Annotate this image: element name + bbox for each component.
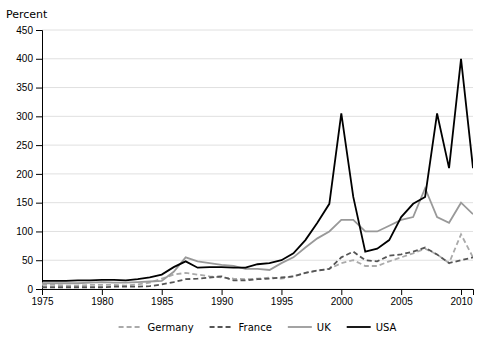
tick: 1980 — [91, 289, 114, 307]
tick-label: 200 — [16, 169, 33, 180]
tick: 1995 — [271, 289, 294, 307]
tick: 2000 — [331, 289, 354, 307]
tick-mark — [461, 289, 462, 295]
plot-area: 1975 1980 1985 1990 1995 2000 2005 2010 0 50 100 15… — [16, 25, 473, 307]
legend: Germany France UK USA — [119, 322, 397, 333]
grid-line — [42, 58, 473, 59]
tick-label: 1990 — [211, 296, 234, 307]
grid-line — [42, 30, 473, 31]
legend-label: Germany — [148, 322, 194, 333]
tick-label: 1995 — [271, 296, 294, 307]
legend-item: UK — [288, 322, 331, 333]
tick-label: 350 — [16, 82, 33, 93]
tick-label: 250 — [16, 140, 33, 151]
series-line — [42, 188, 473, 283]
tick-mark — [36, 231, 42, 232]
legend-swatch — [210, 326, 234, 328]
series-line — [42, 59, 473, 281]
tick: 2010 — [450, 289, 473, 307]
legend-item: France — [210, 322, 272, 333]
tick-mark — [36, 116, 42, 117]
tick: 450 — [16, 25, 42, 36]
axis-line — [36, 31, 43, 290]
tick-mark — [222, 289, 223, 295]
chart: 1975 1980 1985 1990 1995 2000 2005 2010 0 50 100 15… — [0, 0, 491, 347]
tick: 300 — [16, 111, 42, 122]
tick: 1990 — [211, 289, 234, 307]
grid-line — [42, 231, 473, 232]
tick-label: 150 — [16, 197, 33, 208]
tick: 100 — [16, 226, 42, 237]
y-axis-label: Percent — [6, 8, 48, 21]
tick-mark — [36, 260, 42, 261]
tick-label: 2005 — [391, 296, 414, 307]
lines — [42, 59, 473, 287]
tick-mark — [36, 88, 42, 89]
series-line — [42, 234, 473, 285]
legend-swatch — [119, 326, 143, 328]
tick: 50 — [22, 255, 42, 266]
tick: 2005 — [391, 289, 414, 307]
legend-label: USA — [376, 322, 397, 333]
tick-mark — [36, 145, 42, 146]
grid-line — [42, 202, 473, 203]
tick-mark — [341, 289, 342, 295]
grid-line — [42, 145, 473, 146]
grid-line — [42, 260, 473, 261]
grid-line — [42, 173, 473, 174]
series-line — [42, 248, 473, 288]
tick-label: 450 — [16, 25, 33, 36]
legend-label: France — [239, 322, 272, 333]
grid — [42, 30, 473, 289]
tick-mark — [36, 174, 42, 175]
tick: 400 — [16, 53, 42, 64]
tick: 350 — [16, 82, 42, 93]
legend-swatch — [347, 326, 371, 328]
tick-label: 0 — [27, 284, 33, 295]
tick-mark — [36, 289, 42, 290]
legend-swatch — [288, 326, 312, 328]
legend-item: USA — [347, 322, 397, 333]
tick-label: 1985 — [151, 296, 174, 307]
legend-label: UK — [317, 322, 331, 333]
x-axis: 1975 1980 1985 1990 1995 2000 2005 2010 — [31, 289, 473, 307]
tick-mark — [102, 289, 103, 295]
tick-label: 2010 — [450, 296, 473, 307]
tick-mark — [36, 203, 42, 204]
tick: 1985 — [151, 289, 174, 307]
tick-mark — [162, 289, 163, 295]
tick-label: 300 — [16, 111, 33, 122]
y-axis: 0 50 100 150 200 250 300 350 400 450 — [16, 25, 42, 295]
tick-label: 50 — [22, 255, 34, 266]
tick-label: 1975 — [31, 296, 54, 307]
axis-line — [43, 290, 474, 296]
tick-label: 1980 — [91, 296, 114, 307]
tick-mark — [281, 289, 282, 295]
grid-line — [42, 87, 473, 88]
tick-label: 100 — [16, 226, 33, 237]
tick-label: 2000 — [331, 296, 354, 307]
tick: 250 — [16, 140, 42, 151]
legend-item: Germany — [119, 322, 194, 333]
tick-mark — [36, 30, 42, 31]
tick: 1975 — [31, 289, 54, 307]
tick: 200 — [16, 169, 42, 180]
tick-mark — [401, 289, 402, 295]
tick-mark — [36, 59, 42, 60]
tick: 150 — [16, 197, 42, 208]
grid-line — [42, 116, 473, 117]
tick-label: 400 — [16, 53, 33, 64]
tick: 0 — [27, 284, 42, 295]
